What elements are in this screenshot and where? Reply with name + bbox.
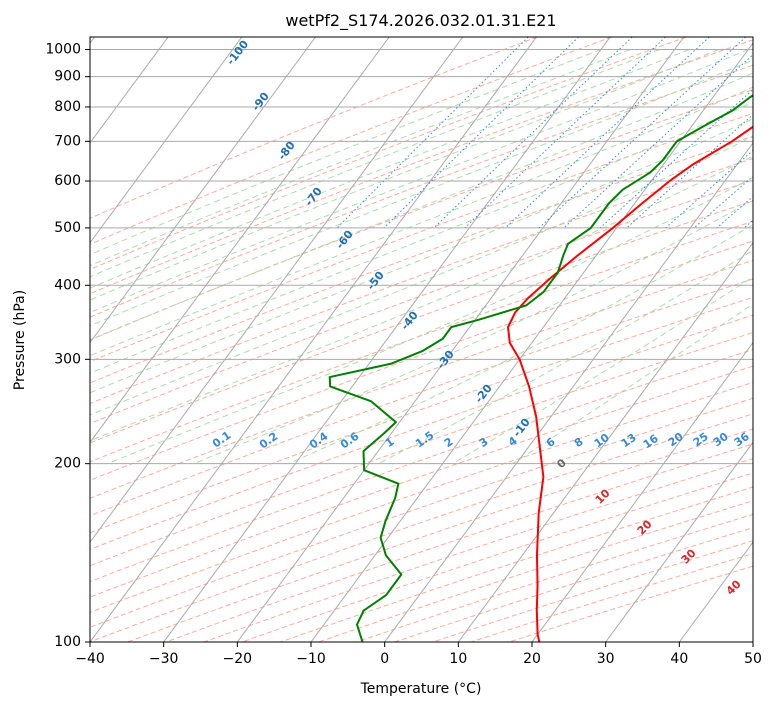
dry-adiabat-line <box>90 314 753 550</box>
plot-frame <box>89 36 754 643</box>
dewpoint-line <box>328 94 753 642</box>
temperature-line <box>507 125 753 642</box>
moist-adiabat-line <box>90 86 753 357</box>
x-tick-label: 40 <box>670 651 688 667</box>
isotherm-line <box>90 37 243 244</box>
isotherm-line <box>531 341 753 642</box>
isotherm-line <box>384 142 753 642</box>
y-tick-label: 1000 <box>45 42 81 58</box>
dry-adiabat-line <box>90 296 753 534</box>
isotherm-line <box>90 37 537 642</box>
y-tick-label: 300 <box>54 351 81 367</box>
mixing-ratio-line <box>505 37 710 229</box>
moist-adiabat-line <box>90 136 753 416</box>
dry-adiabat-line <box>90 37 538 219</box>
x-tick-label: 30 <box>597 651 615 667</box>
dry-adiabat-line <box>90 278 753 517</box>
y-tick-label: 400 <box>54 277 81 293</box>
x-tick-label: 10 <box>449 651 467 667</box>
dry-adiabat-line <box>90 37 687 271</box>
dry-adiabat-line <box>432 540 753 642</box>
y-tick-label: 700 <box>54 133 81 149</box>
moist-adiabat-line <box>90 49 602 256</box>
series-layer <box>328 94 753 642</box>
dry-adiabat-line <box>90 332 753 567</box>
dry-adiabat-line <box>90 135 753 384</box>
axis-layer: −40 −30 −20 −10 0 10 20 30 40 50 100 200 300 400 500 60… <box>45 42 762 667</box>
isotherm-line <box>90 37 464 544</box>
dry-adiabat-line <box>394 527 753 642</box>
x-tick-label: −10 <box>296 651 326 667</box>
x-tick-label: 50 <box>744 651 762 667</box>
isotherm-line <box>90 37 169 144</box>
x-axis-label: Temperature (°C) <box>360 681 482 697</box>
x-tick-label: 0 <box>380 651 389 667</box>
y-tick-label: 600 <box>54 173 81 189</box>
plot-background <box>90 37 753 642</box>
isotherm-line <box>90 37 316 344</box>
isotherm-line <box>90 37 390 444</box>
y-tick-label: 500 <box>54 220 81 236</box>
dry-adiabat-line <box>90 64 753 318</box>
x-tick-label: −40 <box>75 651 105 667</box>
isotherm-line <box>605 441 753 642</box>
chart-title: wetPf2_S174.2026.032.01.31.E21 <box>285 11 556 31</box>
y-tick-label: 900 <box>54 69 81 85</box>
y-tick-label: 200 <box>54 456 81 472</box>
dry-adiabat-line <box>318 500 753 642</box>
mixing-ratio-line <box>336 37 529 229</box>
isotherm-line <box>236 37 685 642</box>
x-tick-label: 20 <box>523 651 541 667</box>
y-axis-label: Pressure (hPa) <box>12 290 28 390</box>
mixing-ratio-line <box>766 37 775 228</box>
dry-adiabat-line <box>90 413 753 642</box>
isotherm-line <box>163 37 611 642</box>
isotherm-line <box>752 641 753 642</box>
dry-adiabat-line <box>90 397 753 628</box>
dry-adiabat-line <box>165 443 753 642</box>
dry-adiabat-line <box>90 179 753 425</box>
dry-adiabat-line <box>127 428 753 642</box>
x-tick-label: −20 <box>223 651 253 667</box>
dry-adiabat-line <box>90 37 612 245</box>
dry-adiabat-line <box>90 259 753 499</box>
mixing-ratio-line <box>665 149 753 229</box>
isotherm-line <box>457 241 753 642</box>
mixing-ratio-line <box>383 37 579 229</box>
y-tick-label: 100 <box>54 634 81 650</box>
x-tick-label: −30 <box>149 651 179 667</box>
dry-adiabat-line <box>356 513 753 642</box>
grid-layer <box>90 37 775 642</box>
y-tick-label: 800 <box>54 99 81 115</box>
dry-adiabat-line <box>90 39 753 295</box>
mixing-ratio-line <box>538 37 747 229</box>
